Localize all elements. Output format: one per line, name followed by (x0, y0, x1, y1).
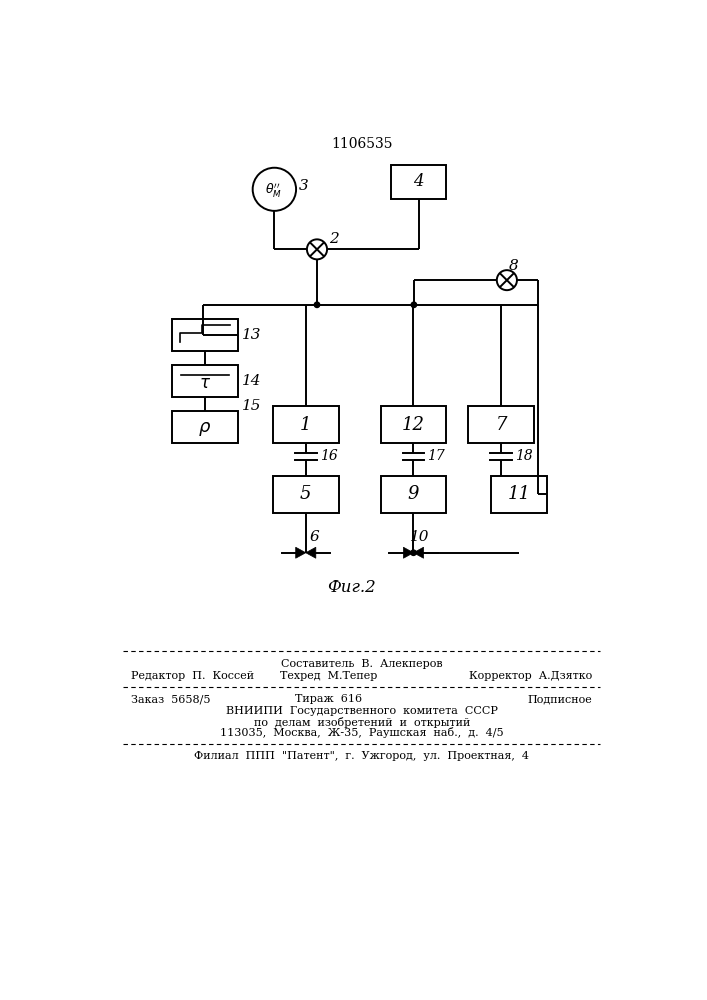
Bar (491, 476, 547, 513)
Bar (172, 365, 238, 397)
Text: $\rho$: $\rho$ (199, 420, 211, 438)
Text: ВНИИПИ  Государственного  комитета  СССР: ВНИИПИ Государственного комитета СССР (226, 706, 498, 716)
Text: Фиг.2: Фиг.2 (327, 579, 376, 596)
Bar (273, 406, 339, 443)
Text: 11: 11 (508, 485, 531, 503)
Text: 1: 1 (300, 416, 312, 434)
Text: Составитель  В.  Алекперов: Составитель В. Алекперов (281, 659, 443, 669)
Text: Техред  М.Тепер: Техред М.Тепер (280, 671, 378, 681)
Circle shape (411, 550, 416, 555)
Text: 8: 8 (508, 259, 518, 273)
Circle shape (315, 302, 320, 307)
Bar (468, 406, 534, 443)
Text: 113035,  Москва,  Ж-35,  Раушская  наб.,  д.  4/5: 113035, Москва, Ж-35, Раушская наб., д. … (220, 727, 504, 738)
Bar (172, 411, 238, 443)
Circle shape (411, 302, 416, 307)
Text: $\theta_M^{\prime\prime}$: $\theta_M^{\prime\prime}$ (265, 181, 282, 199)
Bar (380, 406, 446, 443)
Text: 16: 16 (320, 449, 337, 463)
Text: Филиал  ППП  "Патент",  г.  Ужгород,  ул.  Проектная,  4: Филиал ППП "Патент", г. Ужгород, ул. Про… (194, 751, 530, 761)
Text: 5: 5 (300, 485, 312, 503)
Polygon shape (296, 547, 305, 558)
Text: 1106535: 1106535 (331, 137, 392, 151)
Text: 14: 14 (242, 374, 262, 388)
Bar (391, 165, 446, 199)
Text: Заказ  5658/5: Заказ 5658/5 (131, 694, 211, 704)
Text: 13: 13 (242, 328, 262, 342)
Polygon shape (414, 547, 423, 558)
Polygon shape (404, 547, 414, 558)
Bar (273, 476, 339, 513)
Text: 6: 6 (310, 530, 320, 544)
Text: 12: 12 (402, 416, 425, 434)
Text: 18: 18 (515, 449, 533, 463)
Polygon shape (305, 547, 316, 558)
Text: 3: 3 (299, 179, 309, 193)
Bar (172, 319, 238, 351)
Text: по  делам  изобретений  и  открытий: по делам изобретений и открытий (254, 717, 470, 728)
Text: 7: 7 (496, 416, 507, 434)
Text: Корректор  А.Дзятко: Корректор А.Дзятко (469, 671, 592, 681)
Bar (380, 476, 446, 513)
Text: 9: 9 (408, 485, 419, 503)
Text: Подписное: Подписное (527, 694, 592, 704)
Text: 10: 10 (409, 530, 429, 544)
Text: $\tau$: $\tau$ (199, 375, 211, 392)
Text: 2: 2 (329, 232, 339, 246)
Text: 15: 15 (242, 399, 262, 413)
Text: Тираж  616: Тираж 616 (295, 694, 362, 704)
Text: 4: 4 (413, 173, 423, 190)
Text: 17: 17 (428, 449, 445, 463)
Text: Редактор  П.  Коссей: Редактор П. Коссей (131, 671, 254, 681)
